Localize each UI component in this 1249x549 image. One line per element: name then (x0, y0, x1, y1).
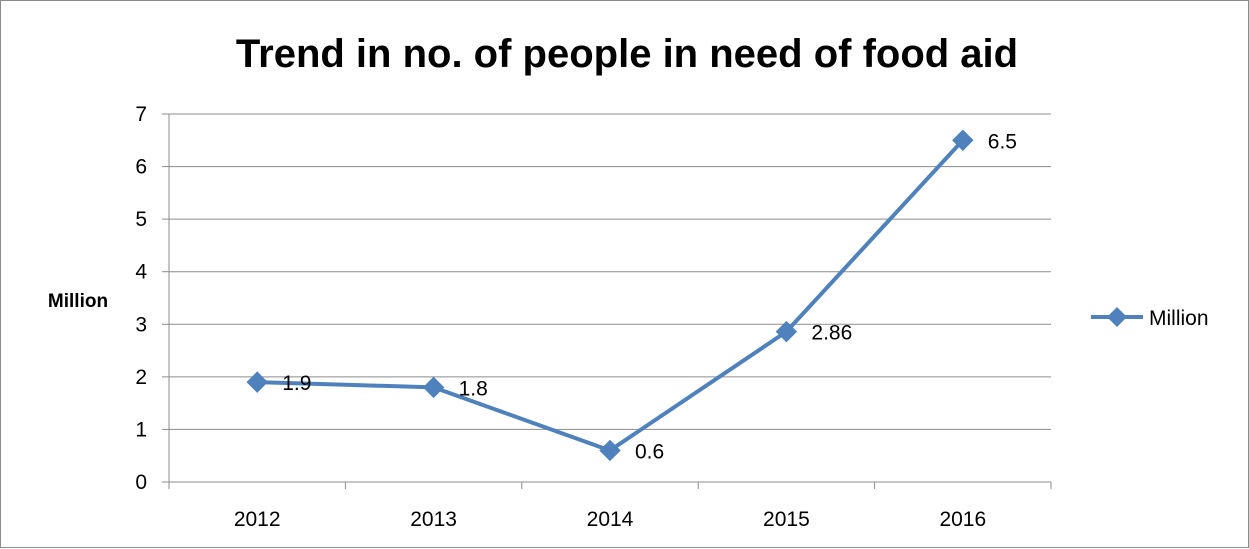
x-tick-label-2016: 2016 (939, 508, 986, 531)
y-tick-label-3: 3 (135, 313, 147, 336)
data-point-2014 (599, 439, 621, 462)
y-tick-label-4: 4 (135, 261, 147, 284)
data-label-2014: 0.6 (635, 440, 664, 463)
legend-diamond-marker (1107, 307, 1127, 327)
data-label-2016: 6.5 (988, 130, 1017, 153)
data-point-2016 (952, 129, 974, 151)
data-point-2012 (246, 371, 268, 393)
legend: Million (1091, 307, 1209, 330)
data-label-2013: 1.8 (459, 377, 488, 400)
y-tick-label-2: 2 (135, 366, 147, 389)
y-tick-label-7: 7 (135, 103, 147, 126)
data-point-2013 (422, 376, 445, 399)
x-tick-label-2012: 2012 (234, 508, 281, 531)
x-tick-label-2013: 2013 (410, 508, 457, 531)
series-million (246, 129, 974, 462)
x-tick-label-2014: 2014 (587, 508, 634, 531)
axes (162, 113, 1052, 489)
data-labels: 1.9 1.8 0.6 2.86 6.5 (282, 130, 1017, 463)
y-tick-label-6: 6 (135, 156, 147, 179)
series-line-million (257, 138, 965, 453)
y-axis-label: Million (48, 291, 108, 312)
y-tick-label-5: 5 (135, 208, 147, 231)
data-label-2012: 1.9 (282, 372, 311, 395)
gridlines (169, 113, 1051, 430)
x-tick-label-2015: 2015 (763, 508, 810, 531)
data-label-2015: 2.86 (811, 322, 852, 345)
legend-label-million: Million (1149, 307, 1209, 330)
tick-labels: 0 1 2 3 4 5 6 7 2012 2013 2014 2015 2016 (135, 103, 986, 531)
chart-title: Trend in no. of people in need of food a… (236, 32, 1018, 76)
y-tick-label-0: 0 (135, 471, 147, 494)
data-point-2015 (775, 320, 798, 343)
y-tick-label-1: 1 (135, 418, 147, 441)
